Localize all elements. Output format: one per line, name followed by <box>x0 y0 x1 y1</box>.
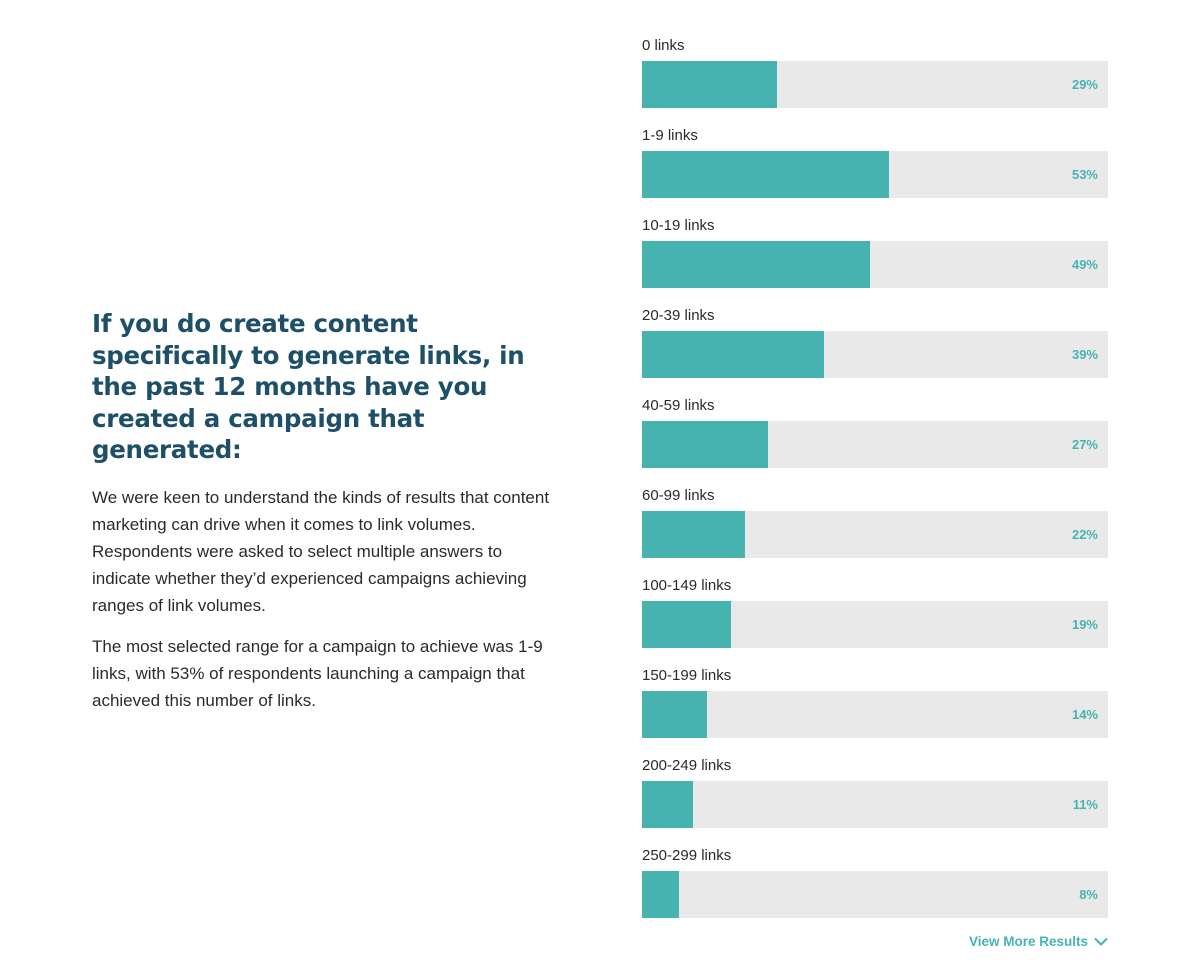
bar-track: 8% <box>642 871 1108 918</box>
bar-value-label: 39% <box>1071 347 1098 362</box>
bar-chart: 0 links 29% 1-9 links 53% 10-19 links 49% 20-3… <box>642 36 1108 936</box>
bar <box>642 151 889 198</box>
chart-row: 200-249 links 11% <box>642 756 1108 846</box>
bar-category-label: 250-299 links <box>642 847 732 864</box>
bar-category-label: 40-59 links <box>642 397 715 414</box>
bar-category-label: 20-39 links <box>642 307 715 324</box>
bar <box>642 601 731 648</box>
bar <box>642 511 745 558</box>
chart-row: 0 links 29% <box>642 36 1108 126</box>
bar-track: 14% <box>642 691 1108 738</box>
bar <box>642 421 768 468</box>
bar-category-label: 100-149 links <box>642 577 732 594</box>
summary-paragraph: The most selected range for a campaign t… <box>92 636 543 710</box>
intro-panel: If you do create content specifically to… <box>92 308 562 714</box>
chart-row: 40-59 links 27% <box>642 396 1108 486</box>
bar-category-label: 150-199 links <box>642 667 732 684</box>
bar-category-label: 1-9 links <box>642 127 698 144</box>
bar-category-label: 200-249 links <box>642 757 732 774</box>
chart-row: 60-99 links 22% <box>642 486 1108 576</box>
question-heading: If you do create content specifically to… <box>92 309 525 464</box>
chart-row: 1-9 links 53% <box>642 126 1108 216</box>
bar-value-label: 22% <box>1071 527 1098 542</box>
bar <box>642 781 694 828</box>
bar-track: 29% <box>642 61 1108 108</box>
bar <box>642 691 708 738</box>
bar-category-label: 60-99 links <box>642 487 715 504</box>
view-more-label: View More Results <box>968 934 1088 949</box>
chart-row: 150-199 links 14% <box>642 666 1108 756</box>
bar-track: 49% <box>642 241 1108 288</box>
intro-paragraph: We were keen to understand the kinds of … <box>92 487 550 615</box>
bar-value-label: 19% <box>1071 617 1098 632</box>
chart-row: 250-299 links 8% <box>642 846 1108 936</box>
bar-category-label: 0 links <box>642 37 685 54</box>
chevron-down-icon <box>1094 938 1108 946</box>
bar-track: 11% <box>642 781 1108 828</box>
bar-value-label: 11% <box>1072 797 1098 812</box>
chart-row: 10-19 links 49% <box>642 216 1108 306</box>
bar-track: 22% <box>642 511 1108 558</box>
bar-value-label: 27% <box>1071 437 1098 452</box>
bar-track: 39% <box>642 331 1108 378</box>
bar-category-label: 10-19 links <box>642 217 715 234</box>
bar <box>642 61 778 108</box>
bar <box>642 871 680 918</box>
bar-track: 53% <box>642 151 1108 198</box>
bar-track: 19% <box>642 601 1108 648</box>
chart-row: 100-149 links 19% <box>642 576 1108 666</box>
bar-value-label: 49% <box>1071 257 1098 272</box>
bar <box>642 331 824 378</box>
bar-value-label: 14% <box>1071 707 1098 722</box>
bar-value-label: 53% <box>1071 167 1098 182</box>
bar-value-label: 29% <box>1071 77 1098 92</box>
bar-track: 27% <box>642 421 1108 468</box>
bar-value-label: 8% <box>1079 887 1098 902</box>
bar <box>642 241 871 288</box>
view-more-button[interactable]: View More Results <box>969 932 1108 952</box>
chart-row: 20-39 links 39% <box>642 306 1108 396</box>
